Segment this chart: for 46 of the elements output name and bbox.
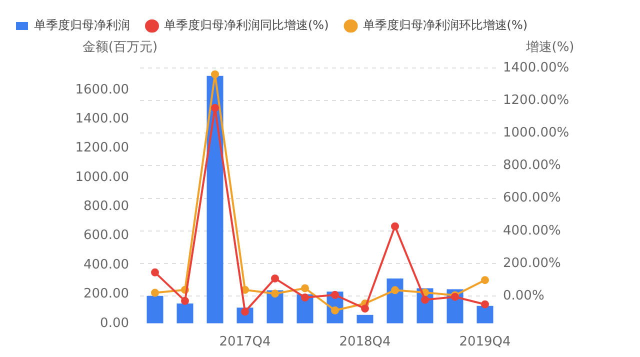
bar [476,306,494,324]
bar [176,304,194,324]
point [181,296,189,305]
x-tick-label: 2017Q4 [219,334,271,350]
point [391,222,399,230]
y-tick-label: 0.00 [100,316,129,331]
y2-tick-label: 400.00% [503,223,561,238]
y-axis-title: 金额(百万元) [82,40,158,55]
y2-tick-label: 1000.00% [503,126,570,141]
point [481,276,489,284]
y-tick-label: 600.00 [84,228,129,244]
y2-tick-label: 0.00% [503,288,544,304]
point [151,268,159,276]
y-tick-label: 200.00 [84,286,129,302]
y2-tick-label: 800.00% [503,158,561,174]
point [301,294,309,302]
point [391,286,399,294]
y2-tick-label: 1400.00% [503,60,570,76]
y-tick-label: 400.00 [84,257,129,272]
y2-axis-title: 增速(%) [524,40,574,55]
point [361,304,369,313]
point [271,290,279,298]
point [331,290,339,299]
y-tick-label: 1600.00 [75,82,129,98]
legend-label: 单季度归母净利润环比增速(%) [362,18,528,32]
point [211,104,219,112]
point [421,296,429,304]
x-tick-label: 2018Q4 [339,334,391,350]
point [301,284,309,292]
point [151,288,159,297]
y-tick-label: 800.00 [84,199,129,214]
legend-label: 单季度归母净利润同比增速(%) [164,18,329,32]
y-tick-label: 1000.00 [75,170,129,185]
bar [146,296,164,324]
y-tick-label: 1400.00 [75,111,129,126]
y2-tick-label: 600.00% [503,190,561,206]
x-tick-label: 2019Q4 [459,334,511,350]
y-tick-label: 1200.00 [75,140,129,156]
y2-tick-label: 200.00% [503,256,561,271]
point [271,274,279,282]
legend-label: 单季度归母净利润 [34,18,130,32]
y2-tick-label: 1200.00% [503,92,570,108]
bar [386,278,404,324]
bar [356,314,374,324]
point [481,300,489,308]
point [211,70,219,78]
